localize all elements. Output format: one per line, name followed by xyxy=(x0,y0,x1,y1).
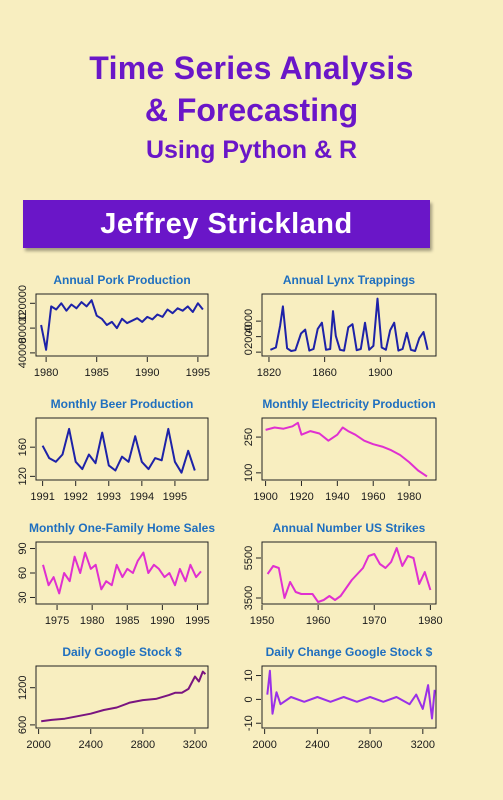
x-tick-label: 2000 xyxy=(252,739,276,751)
plot-frame xyxy=(261,665,437,729)
y-tick-label: 40000 xyxy=(17,338,29,369)
x-tick-label: 1985 xyxy=(115,615,139,627)
y-tick-label: 250 xyxy=(243,428,255,446)
x-tick-label: 1992 xyxy=(63,491,87,503)
chart-title: Monthly One-Family Home Sales xyxy=(29,521,215,535)
plot-frame xyxy=(261,293,437,357)
y-tick-label: 3500 xyxy=(243,586,255,610)
y-tick-label: 10 xyxy=(243,669,255,681)
plot-frame xyxy=(261,541,437,605)
y-tick-label: 160 xyxy=(17,438,29,456)
y-tick-label: 600 xyxy=(17,716,29,734)
chart-title: Daily Change Google Stock $ xyxy=(266,645,433,659)
x-tick-label: 1990 xyxy=(135,367,159,379)
x-tick-label: 3200 xyxy=(183,739,207,751)
y-tick-label: 30 xyxy=(17,591,29,603)
x-tick-label: 1980 xyxy=(34,367,58,379)
chart-panel-2: Annual Lynx Trappings 1820 1860 1900 0200040… xyxy=(243,273,437,379)
series-line xyxy=(42,551,202,595)
x-tick-label: 2400 xyxy=(305,739,329,751)
x-tick-label: 1970 xyxy=(362,615,386,627)
x-tick-label: 1991 xyxy=(30,491,54,503)
book-title-line2: & Forecasting xyxy=(144,92,359,128)
series-line xyxy=(270,297,429,352)
plot-frame xyxy=(35,417,209,481)
author-band: Jeffrey Strickland xyxy=(23,200,430,248)
x-tick-label: 1820 xyxy=(257,367,281,379)
x-tick-label: 1980 xyxy=(80,615,104,627)
y-tick-label: 2000 xyxy=(243,324,255,348)
y-tick-label: 120 xyxy=(17,467,29,485)
x-tick-label: 1980 xyxy=(397,491,421,503)
series-line xyxy=(266,547,432,603)
chart-title: Annual Lynx Trappings xyxy=(283,273,416,287)
chart-panel-6: Annual Number US Strikes 1950 1960 1970 1980… xyxy=(243,521,443,627)
y-tick-label: 4000 xyxy=(243,309,255,333)
series-line xyxy=(266,669,436,720)
y-tick-label: 90 xyxy=(17,542,29,554)
x-tick-label: 2000 xyxy=(26,739,50,751)
y-tick-label: 60 xyxy=(17,567,29,579)
y-tick-label: 5500 xyxy=(243,546,255,570)
series-line xyxy=(265,421,428,478)
y-tick-label: 1200 xyxy=(17,675,29,699)
author-name: Jeffrey Strickland xyxy=(100,208,353,240)
chart-title: Monthly Beer Production xyxy=(51,397,194,411)
book-subtitle: Using Python & R xyxy=(145,136,358,164)
series-line xyxy=(41,670,207,723)
x-tick-label: 1900 xyxy=(253,491,277,503)
chart-title: Annual Pork Production xyxy=(53,273,190,287)
x-tick-label: 1995 xyxy=(163,491,187,503)
x-tick-label: 1940 xyxy=(325,491,349,503)
chart-title: Annual Number US Strikes xyxy=(273,521,426,535)
series-line xyxy=(40,299,204,351)
y-tick-label: -10 xyxy=(243,715,255,731)
plot-frame xyxy=(261,417,437,481)
chart-panel-7: Daily Google Stock $ 2000 2400 2800 3200 600 1… xyxy=(17,645,209,751)
plot-frame xyxy=(35,293,209,357)
x-tick-label: 1920 xyxy=(289,491,313,503)
x-tick-label: 1985 xyxy=(84,367,108,379)
plot-frame xyxy=(35,541,209,605)
chart-title: Monthly Electricity Production xyxy=(262,397,435,411)
chart-title: Daily Google Stock $ xyxy=(62,645,182,659)
x-tick-label: 3200 xyxy=(411,739,435,751)
x-tick-label: 1995 xyxy=(185,615,209,627)
x-tick-label: 1860 xyxy=(312,367,336,379)
plot-frame xyxy=(35,665,209,729)
chart-panel-8: Daily Change Google Stock $ 2000 2400 2800 3… xyxy=(243,645,437,751)
y-tick-label: 120000 xyxy=(17,285,29,322)
x-tick-label: 1994 xyxy=(130,491,154,503)
x-tick-label: 1990 xyxy=(150,615,174,627)
x-tick-label: 1900 xyxy=(368,367,392,379)
chart-panel-4: Monthly Electricity Production 1900 1920 19… xyxy=(243,397,437,503)
series-line xyxy=(41,427,196,474)
chart-panel-1: Annual Pork Production 1980 1985 1990 1995 40… xyxy=(17,273,210,379)
y-tick-label: 0 xyxy=(243,349,255,355)
book-title-line1: Time Series Analysis xyxy=(89,50,414,86)
x-tick-label: 1950 xyxy=(250,615,274,627)
x-tick-label: 1995 xyxy=(186,367,210,379)
x-tick-label: 1980 xyxy=(418,615,442,627)
y-tick-label: 80000 xyxy=(17,313,29,344)
chart-panel-5: Monthly One-Family Home Sales 1975 1980 198… xyxy=(17,521,215,627)
x-tick-label: 1975 xyxy=(45,615,69,627)
y-tick-label: 0 xyxy=(243,696,255,702)
y-tick-label: 100 xyxy=(243,464,255,482)
chart-panel-3: Monthly Beer Production 1991 1992 1993 1994 1… xyxy=(17,397,209,503)
x-tick-label: 2800 xyxy=(358,739,382,751)
x-tick-label: 2800 xyxy=(131,739,155,751)
x-tick-label: 1960 xyxy=(306,615,330,627)
x-tick-label: 1960 xyxy=(361,491,385,503)
x-tick-label: 1993 xyxy=(97,491,121,503)
x-tick-label: 2400 xyxy=(78,739,102,751)
